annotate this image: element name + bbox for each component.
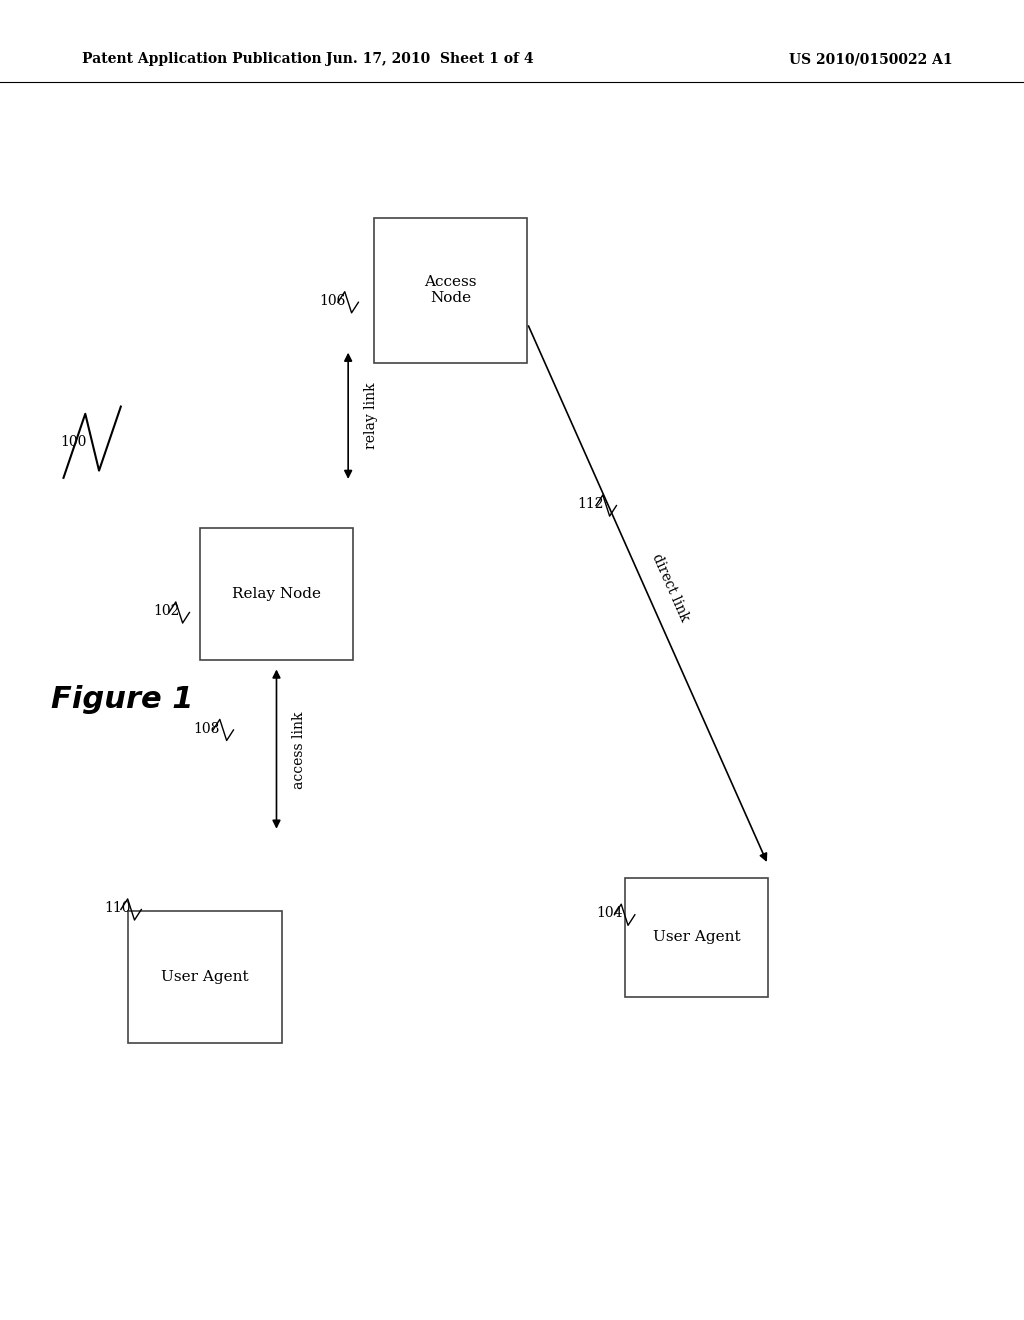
Text: User Agent: User Agent (652, 931, 740, 944)
FancyArrowPatch shape (528, 326, 766, 861)
FancyBboxPatch shape (625, 878, 768, 997)
Text: Jun. 17, 2010  Sheet 1 of 4: Jun. 17, 2010 Sheet 1 of 4 (327, 53, 534, 66)
Text: 112: 112 (578, 498, 604, 511)
Text: Access
Node: Access Node (424, 276, 477, 305)
Text: 108: 108 (194, 722, 220, 735)
FancyArrowPatch shape (273, 672, 280, 826)
FancyBboxPatch shape (128, 911, 282, 1043)
Text: 104: 104 (596, 907, 623, 920)
Text: User Agent: User Agent (161, 970, 249, 983)
Text: 110: 110 (104, 902, 131, 915)
Text: relay link: relay link (364, 383, 378, 449)
Text: direct link: direct link (649, 552, 692, 623)
FancyArrowPatch shape (345, 355, 351, 477)
Text: 100: 100 (60, 436, 87, 449)
Text: Patent Application Publication: Patent Application Publication (82, 53, 322, 66)
Text: access link: access link (292, 711, 306, 788)
FancyBboxPatch shape (374, 218, 527, 363)
Text: Relay Node: Relay Node (232, 587, 321, 601)
Text: 102: 102 (153, 605, 179, 618)
Text: Figure 1: Figure 1 (51, 685, 194, 714)
Text: 106: 106 (319, 294, 346, 308)
FancyBboxPatch shape (200, 528, 353, 660)
Text: US 2010/0150022 A1: US 2010/0150022 A1 (788, 53, 952, 66)
